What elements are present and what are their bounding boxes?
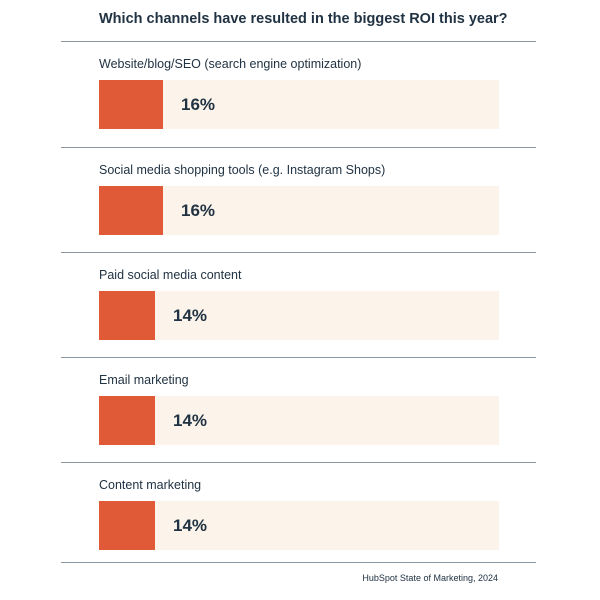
divider [61,357,536,358]
bar [99,80,163,129]
value-label: 14% [173,306,208,325]
value-label: 14% [173,516,208,535]
bar-row: Website/blog/SEO (search engine optimiza… [0,41,600,146]
divider [61,41,536,42]
category-label: Email marketing [99,373,189,387]
value-label: 16% [181,95,216,114]
divider [61,147,536,148]
source-note: HubSpot State of Marketing, 2024 [362,573,498,583]
value-label: 14% [173,411,208,430]
bar-track: 14% [99,291,499,340]
bar [99,396,155,445]
bar-track: 16% [99,80,499,129]
category-label: Paid social media content [99,268,242,282]
bar-row: Paid social media content 14% [0,252,600,357]
bar [99,501,155,550]
bar-track: 14% [99,501,499,550]
divider [61,462,536,463]
bar [99,186,163,235]
bar [99,291,155,340]
bar-row: Content marketing 14% [0,462,600,567]
bar-track: 14% [99,396,499,445]
divider [61,562,536,563]
value-label: 16% [181,201,216,220]
category-label: Content marketing [99,478,202,492]
category-label: Social media shopping tools (e.g. Instag… [99,163,386,177]
chart-title: Which channels have resulted in the bigg… [99,11,508,27]
bar-track: 16% [99,186,499,235]
category-label: Website/blog/SEO (search engine optimiza… [99,57,362,71]
bar-row: Social media shopping tools (e.g. Instag… [0,147,600,252]
bar-row: Email marketing 14% [0,357,600,462]
divider [61,252,536,253]
